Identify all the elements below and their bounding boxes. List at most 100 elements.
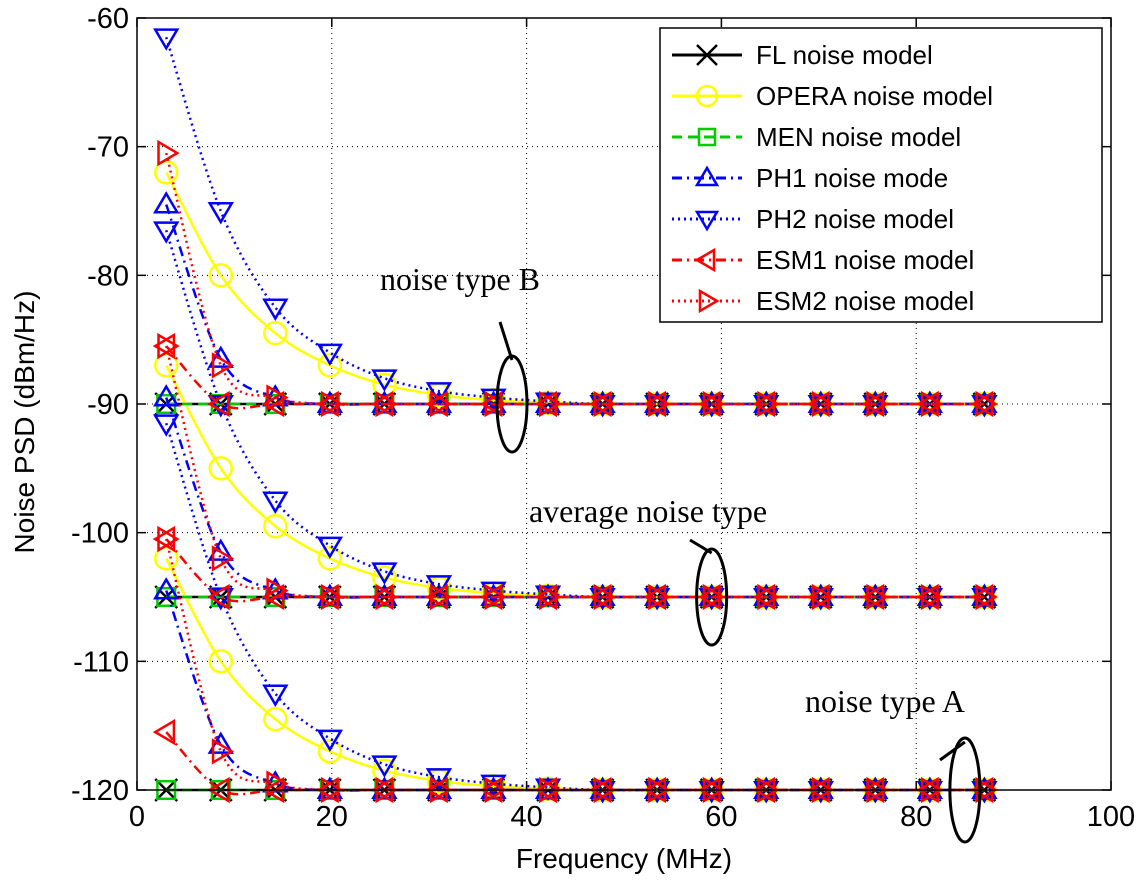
data-point (534, 390, 557, 418)
data-point (153, 577, 180, 600)
data-point (157, 525, 180, 553)
data-point (425, 583, 448, 611)
annotation: average noise type (529, 493, 767, 647)
data-point (425, 575, 453, 598)
data-point (208, 649, 234, 674)
legend-label: ESM1 noise model (756, 245, 974, 275)
data-point (211, 738, 235, 765)
data-point (480, 388, 507, 412)
data-point (316, 583, 339, 611)
data-point (266, 577, 289, 604)
annotation-ellipse (695, 547, 729, 647)
data-point (702, 390, 726, 418)
legend-frame (659, 27, 1103, 323)
data-point (375, 390, 398, 418)
y-tick-label: -60 (87, 3, 129, 35)
y-tick-label: -70 (87, 132, 129, 164)
annotation-text: average noise type (529, 493, 767, 529)
legend-label: OPERA noise model (756, 81, 993, 111)
data-point (263, 320, 288, 346)
data-point (757, 583, 780, 611)
data-point (262, 298, 289, 321)
data-point (157, 139, 180, 167)
data-point (266, 770, 289, 797)
data-point (975, 583, 998, 611)
data-point (970, 583, 994, 611)
data-point (534, 583, 557, 611)
x-tick-label: 60 (705, 801, 737, 833)
legend-entry: ESM2 noise model (672, 286, 974, 316)
data-point (316, 343, 344, 366)
data-point (370, 390, 394, 418)
data-point (370, 583, 394, 611)
data-point (211, 545, 235, 572)
data-point (262, 684, 289, 707)
data-point (317, 353, 343, 378)
data-point (156, 393, 177, 415)
legend-marker (698, 288, 720, 314)
x-tick-label: 40 (510, 801, 542, 833)
data-point (316, 729, 344, 752)
data-point (589, 583, 612, 611)
annotation-text: noise type A (805, 683, 965, 719)
data-point (480, 583, 503, 611)
annotations: noise type B average noise type noise type… (380, 261, 982, 844)
data-point (207, 538, 234, 561)
x-tick-label: 0 (129, 801, 145, 833)
data-point (593, 390, 617, 418)
annotation-pointer (939, 740, 966, 762)
data-point (263, 513, 288, 539)
data-point (811, 583, 835, 611)
data-point (153, 160, 179, 185)
data-point (425, 768, 453, 791)
legend-entry: ESM1 noise model (672, 245, 974, 275)
data-point (261, 390, 285, 418)
annotation-text: noise type B (380, 261, 540, 297)
data-point (975, 390, 998, 418)
series-layer (152, 28, 998, 804)
data-point (861, 390, 885, 418)
legend-entry: PH2 noise model (672, 204, 954, 234)
data-point (371, 562, 398, 585)
data-point (429, 390, 453, 418)
axes: 0 20 40 60 80 100 -60 -70 -80 -90 -100 -110 -120 (71, 3, 1135, 833)
data-point (153, 28, 180, 51)
data-point (916, 390, 939, 418)
annotation-ellipse (948, 736, 982, 844)
data-point (539, 583, 562, 611)
legend-entry: OPERA noise model (672, 81, 993, 111)
data-point (316, 390, 339, 418)
data-point (375, 583, 398, 611)
plot-frame (136, 17, 1112, 791)
data-point (920, 390, 944, 418)
data-point (648, 583, 671, 611)
data-point (920, 583, 944, 611)
x-tick-label: 20 (316, 801, 348, 833)
legend-marker (697, 127, 717, 147)
legend-marker (696, 44, 718, 66)
data-point (480, 390, 503, 418)
data-point (317, 739, 343, 764)
legend-entry: MEN noise model (672, 122, 961, 152)
legend-marker (694, 210, 720, 232)
data-point (425, 390, 448, 418)
data-point (152, 718, 176, 746)
y-tick-label: -120 (71, 775, 129, 807)
annotation: noise type A (805, 683, 982, 844)
data-point (811, 390, 835, 418)
data-point (207, 731, 234, 754)
data-point (593, 583, 617, 611)
data-point (702, 583, 726, 611)
data-point (261, 583, 285, 611)
data-point (211, 352, 235, 379)
data-point (157, 332, 180, 360)
y-tick-label: -80 (87, 260, 129, 292)
data-point (153, 384, 180, 407)
legend-entry: FL noise model (672, 40, 933, 70)
data-point (539, 390, 562, 418)
data-point (371, 369, 398, 392)
data-point (371, 755, 398, 778)
x-axis-label: Frequency (MHz) (516, 843, 732, 874)
legend-label: PH1 noise mode (756, 163, 948, 193)
data-point (648, 390, 671, 418)
